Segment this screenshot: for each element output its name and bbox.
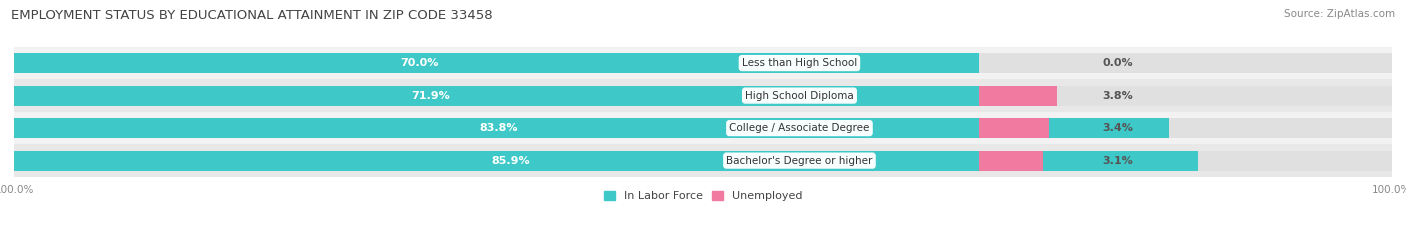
Bar (979, 86, 1057, 106)
Text: High School Diploma: High School Diploma (745, 91, 853, 101)
Bar (14, 53, 1392, 73)
Bar (14, 86, 1005, 106)
Bar (979, 118, 1049, 138)
Text: EMPLOYMENT STATUS BY EDUCATIONAL ATTAINMENT IN ZIP CODE 33458: EMPLOYMENT STATUS BY EDUCATIONAL ATTAINM… (11, 9, 494, 22)
Text: Source: ZipAtlas.com: Source: ZipAtlas.com (1284, 9, 1395, 19)
Bar (14, 118, 1392, 138)
Text: 3.4%: 3.4% (1102, 123, 1133, 133)
Text: 0.0%: 0.0% (1102, 58, 1133, 68)
Bar (14, 144, 1392, 177)
Text: 3.1%: 3.1% (1102, 156, 1133, 166)
Legend: In Labor Force, Unemployed: In Labor Force, Unemployed (603, 191, 803, 201)
Text: 83.8%: 83.8% (479, 123, 519, 133)
Text: 70.0%: 70.0% (399, 58, 439, 68)
Bar (14, 112, 1392, 144)
Text: 3.8%: 3.8% (1102, 91, 1133, 101)
Bar (979, 151, 1043, 171)
Bar (14, 151, 1392, 171)
Bar (14, 53, 979, 73)
Bar (14, 47, 1392, 79)
Text: Bachelor's Degree or higher: Bachelor's Degree or higher (727, 156, 873, 166)
Text: College / Associate Degree: College / Associate Degree (730, 123, 870, 133)
Text: Less than High School: Less than High School (742, 58, 858, 68)
Bar (14, 86, 1392, 106)
Bar (14, 118, 1168, 138)
Bar (14, 79, 1392, 112)
Text: 71.9%: 71.9% (411, 91, 450, 101)
Text: 85.9%: 85.9% (492, 156, 530, 166)
Bar (14, 151, 1198, 171)
